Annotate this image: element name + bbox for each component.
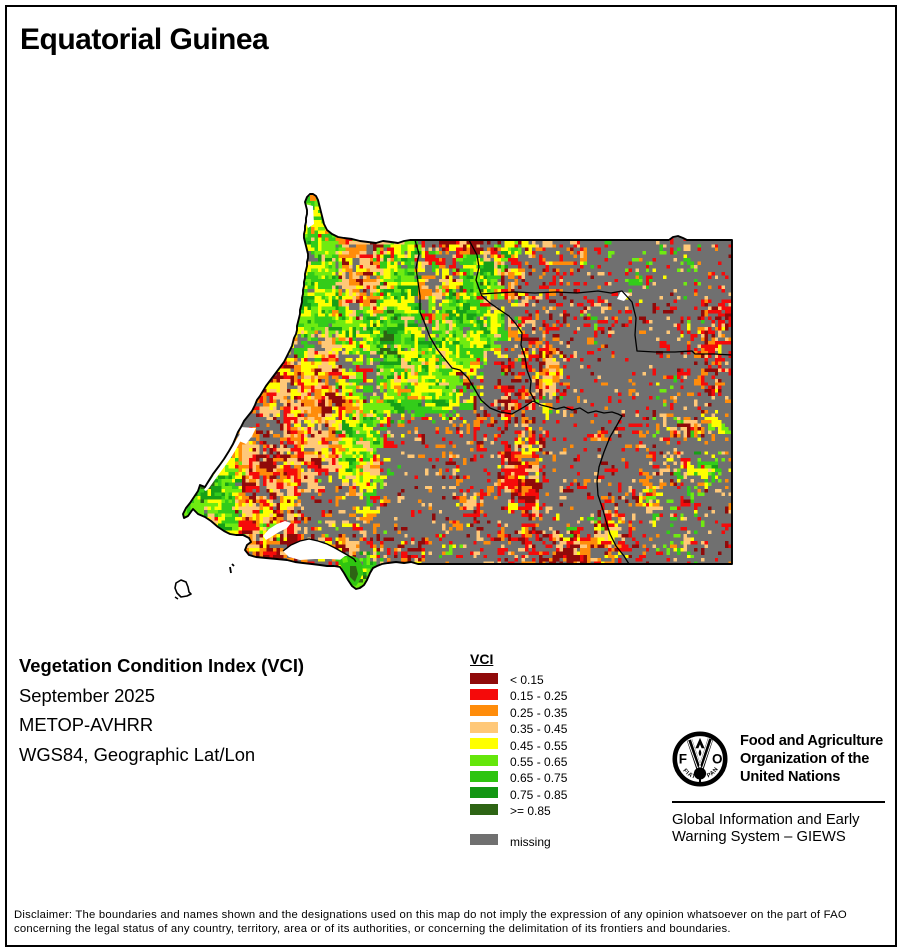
svg-text:F: F (679, 752, 687, 767)
svg-text:O: O (712, 752, 723, 767)
